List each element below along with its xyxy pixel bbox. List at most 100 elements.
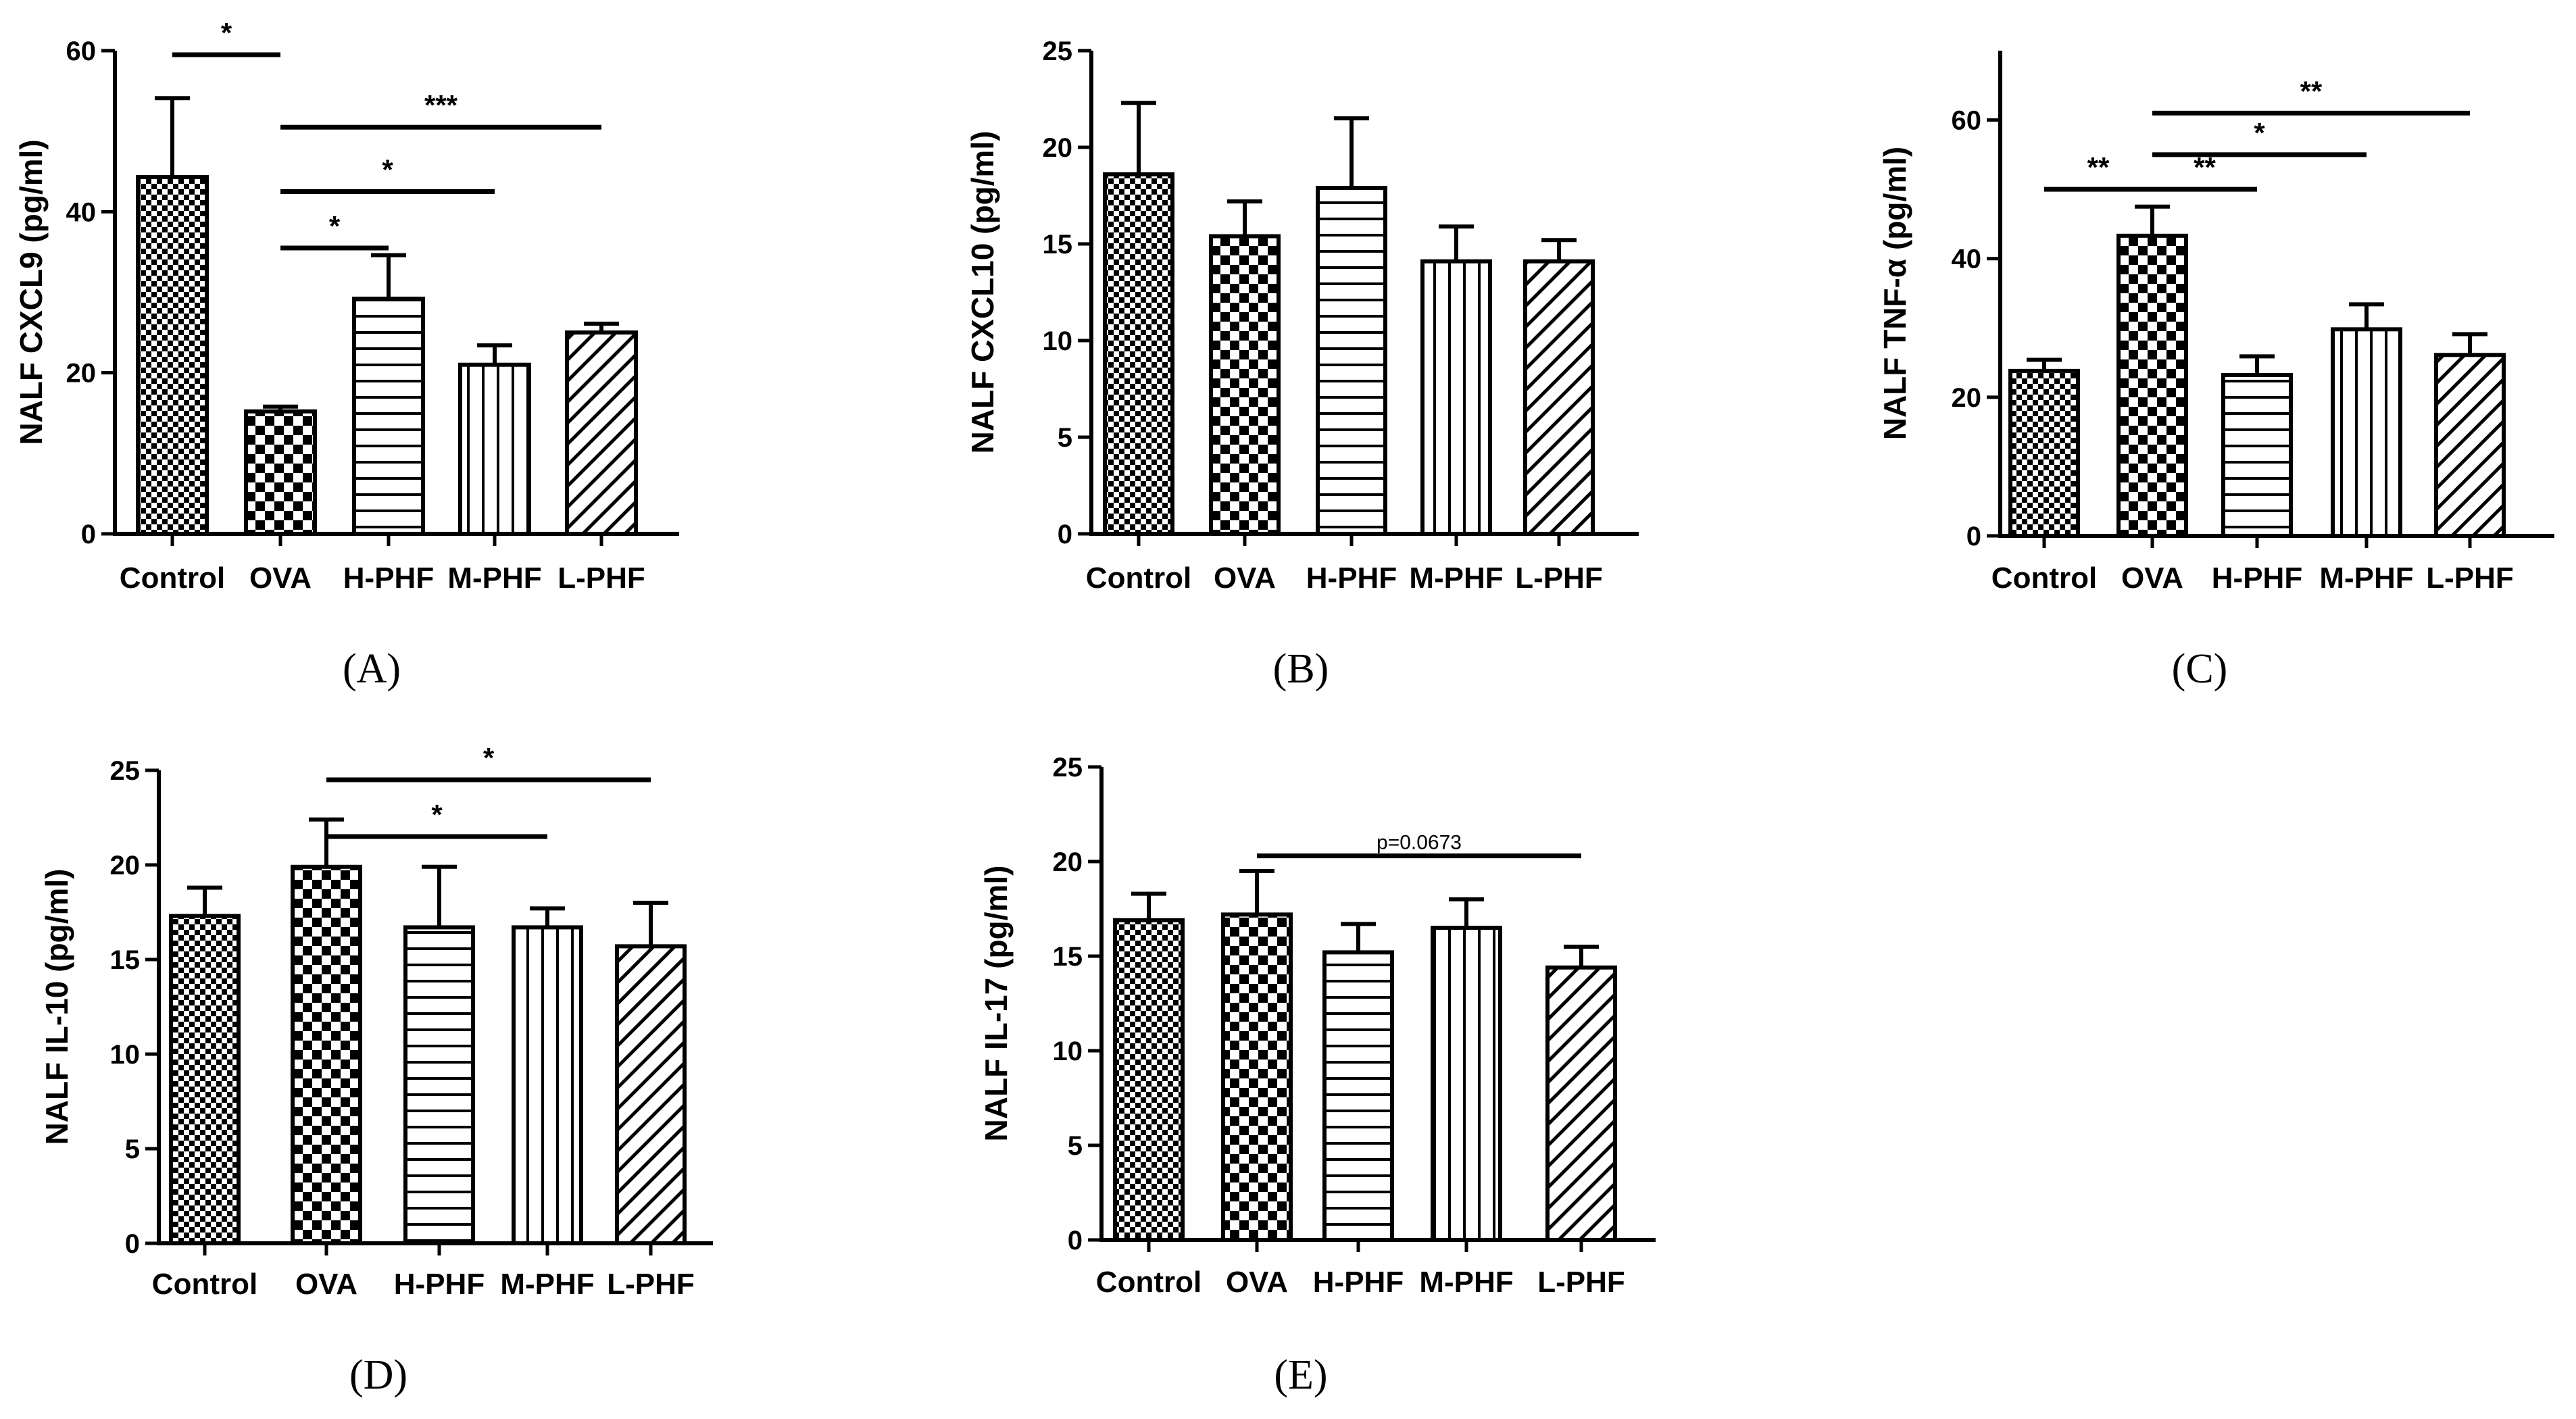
panel-c: 0 20 40 60 NALF TNF-α (pg/ml) Control OVA H-PHF…	[1877, 51, 2554, 692]
bar-control	[2008, 368, 2080, 538]
y-tick-label: 20	[1053, 847, 1083, 877]
y-tick-label: 20	[1952, 383, 1982, 413]
bar-ova	[1221, 912, 1293, 1243]
y-tick-label: 40	[1952, 245, 1982, 274]
bar-m-phf	[512, 925, 583, 1246]
category-label: H-PHF	[343, 562, 434, 595]
y-tick-label: 0	[1058, 520, 1072, 549]
bar-h-phf	[2221, 373, 2293, 539]
y-tick-label: 60	[1952, 106, 1982, 136]
category-label: H-PHF	[394, 1268, 485, 1301]
category-label: OVA	[2121, 562, 2183, 595]
category-label: Control	[1991, 562, 2097, 595]
panel-label: (A)	[343, 646, 401, 692]
panel-label: (D)	[349, 1352, 407, 1398]
category-label: M-PHF	[2319, 562, 2413, 595]
category-label: Control	[1096, 1266, 1202, 1299]
category-label: M-PHF	[1419, 1266, 1513, 1299]
y-tick-label: 15	[110, 945, 141, 975]
bar-m-phf	[1431, 926, 1502, 1242]
category-label: M-PHF	[447, 562, 541, 595]
panel-b: 0 5 10 15 20 25 NALF CXCL10 (pg/ml) Control OVA H…	[965, 36, 1639, 692]
category-label: M-PHF	[1409, 562, 1503, 595]
y-axis-title: NALF TNF-α (pg/ml)	[1877, 147, 1912, 441]
y-tick-label: 20	[66, 359, 97, 389]
y-axis-title: NALF IL-10 (pg/ml)	[39, 869, 74, 1145]
panel-a: 0 20 40 60 NALF CXCL9 (pg/ml) Control OVA H-PHF…	[14, 17, 679, 692]
category-label: OVA	[249, 562, 312, 595]
panel-label: (E)	[1274, 1352, 1327, 1398]
panel-label: (C)	[2172, 646, 2228, 692]
category-label: L-PHF	[1515, 562, 1603, 595]
bar-m-phf	[1420, 259, 1492, 536]
bar-ova	[1209, 234, 1281, 536]
significance-label: **	[2194, 151, 2216, 183]
y-tick-label: 15	[1053, 942, 1083, 972]
category-label: Control	[120, 562, 225, 595]
y-tick-label: 0	[125, 1229, 140, 1259]
bar-l-phf	[1545, 965, 1617, 1243]
bar-l-phf	[565, 330, 638, 536]
bar-m-phf	[2331, 327, 2402, 538]
significance-label: *	[382, 154, 393, 186]
y-tick-label: 0	[1966, 522, 1981, 551]
bar-ova	[2116, 233, 2188, 538]
y-tick-label: 20	[110, 851, 141, 880]
category-label: H-PHF	[2212, 562, 2302, 595]
category-label: L-PHF	[1537, 1266, 1625, 1299]
y-tick-label: 25	[1053, 753, 1083, 782]
bar-l-phf	[615, 944, 687, 1246]
y-tick-label: 40	[66, 197, 97, 227]
category-label: H-PHF	[1313, 1266, 1404, 1299]
panel-e: 0 5 10 15 20 25 NALF IL-17 (pg/ml) Control OVA H-…	[979, 753, 1656, 1398]
category-label: L-PHF	[2426, 562, 2514, 595]
y-tick-label: 0	[1068, 1226, 1083, 1255]
significance-label: **	[2300, 75, 2323, 107]
significance-label: **	[2087, 151, 2110, 183]
significance-label: ***	[424, 89, 458, 121]
bar-h-phf	[352, 297, 425, 536]
y-tick-label: 60	[66, 36, 97, 66]
bar-control	[169, 914, 241, 1245]
bar-control	[136, 175, 209, 536]
y-tick-label: 10	[1053, 1037, 1083, 1066]
significance-label: *	[329, 210, 341, 242]
significance-label: p=0.0673	[1377, 832, 1462, 854]
category-label: OVA	[1214, 562, 1276, 595]
bar-control	[1113, 918, 1185, 1243]
y-tick-label: 20	[1043, 133, 1073, 163]
panel-label: (B)	[1273, 646, 1329, 692]
category-label: L-PHF	[607, 1268, 695, 1301]
y-axis-title: NALF CXCL9 (pg/ml)	[14, 139, 49, 445]
significance-label: *	[2254, 117, 2265, 149]
bar-h-phf	[1316, 186, 1387, 536]
category-label: L-PHF	[558, 562, 645, 595]
bar-ova	[291, 864, 362, 1246]
bar-h-phf	[403, 925, 475, 1246]
significance-label: *	[431, 799, 443, 830]
y-tick-label: 10	[1043, 326, 1073, 356]
significance-label: *	[221, 17, 232, 49]
bar-control	[1103, 172, 1174, 537]
category-label: Control	[152, 1268, 257, 1301]
y-tick-label: 15	[1043, 230, 1073, 259]
bar-l-phf	[2434, 353, 2506, 538]
bar-ova	[244, 409, 317, 536]
category-label: H-PHF	[1306, 562, 1397, 595]
y-axis-title: NALF CXCL10 (pg/ml)	[965, 131, 1000, 454]
y-tick-label: 5	[125, 1135, 140, 1164]
category-label: OVA	[295, 1268, 357, 1301]
y-tick-label: 25	[1043, 36, 1073, 66]
category-label: M-PHF	[500, 1268, 594, 1301]
y-tick-label: 5	[1058, 423, 1072, 453]
bar-h-phf	[1322, 950, 1394, 1243]
y-tick-label: 0	[81, 520, 96, 549]
y-tick-label: 5	[1068, 1131, 1083, 1161]
category-label: OVA	[1226, 1266, 1288, 1299]
y-tick-label: 10	[110, 1040, 141, 1070]
significance-label: *	[483, 742, 495, 774]
bar-l-phf	[1523, 259, 1595, 536]
y-tick-label: 25	[110, 756, 141, 786]
y-axis-title: NALF IL-17 (pg/ml)	[979, 866, 1014, 1142]
